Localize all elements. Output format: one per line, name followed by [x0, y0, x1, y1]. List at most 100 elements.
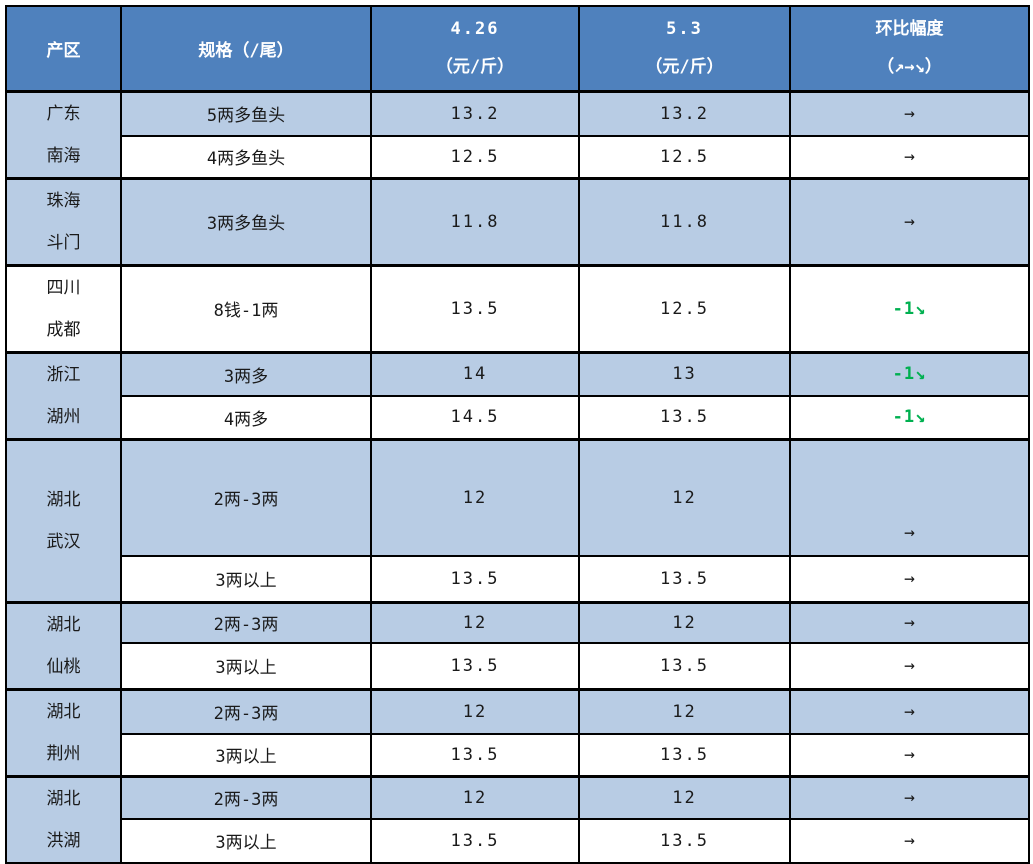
price-426-cell: 11.8 [370, 176, 580, 266]
price-426-cell: 13.5 [370, 642, 580, 690]
price-426-cell: 12 [370, 600, 580, 645]
header-spec: 规格（/尾） [120, 5, 372, 93]
table-row: 3两以上 13.5 13.5 → [6, 817, 1030, 864]
region-line-1: 湖北 [46, 701, 81, 722]
header-region: 产区 [5, 5, 122, 93]
table-row: 湖北 仙桃 2两-3两 12 12 → [5, 600, 1030, 690]
change-cell: → [789, 642, 1030, 690]
region-line-2: 武汉 [46, 531, 81, 552]
region-line-2: 南海 [46, 145, 81, 166]
price-53-cell: 13.5 [578, 394, 791, 440]
price-53-cell: 13.2 [578, 89, 791, 137]
table-body: 广东 南海 5两多鱼头 13.2 13.2 → 4两多鱼头 12.5 12.5 … [5, 89, 1030, 864]
spec-cell: 3两以上 [120, 732, 372, 778]
change-cell: → [789, 176, 1030, 266]
change-cell: → [789, 600, 1030, 645]
price-53-cell: 13.5 [578, 555, 791, 603]
fish-price-table: 产区 规格（/尾） 4.26 （元/斤） 5.3 （元/斤） 环比幅度 （↗→↘… [5, 5, 1030, 864]
price-426-cell: 12.5 [370, 135, 580, 179]
region-line-1: 湖北 [46, 489, 81, 510]
table-row: 浙江 湖州 3两多 14 13 -1↘ [5, 350, 1030, 440]
region-cell: 湖北 仙桃 [5, 600, 122, 690]
table-row: 3两以上 13.5 13.5 → [6, 555, 1030, 603]
header-change-label: 环比幅度 [875, 19, 944, 40]
change-cell: → [789, 135, 1030, 179]
spec-cell: 3两以上 [120, 555, 372, 603]
price-53-cell: 13 [578, 350, 791, 397]
table-header: 产区 规格（/尾） 4.26 （元/斤） 5.3 （元/斤） 环比幅度 （↗→↘… [5, 5, 1030, 93]
price-53-cell: 12 [578, 437, 791, 557]
spec-cell: 4两多鱼头 [120, 135, 372, 179]
region-line-1: 四川 [46, 277, 81, 298]
region-cell: 珠海 斗门 [5, 176, 122, 266]
table-row: 湖北 荆州 2两-3两 12 12 → [5, 687, 1030, 777]
price-426-cell: 14 [370, 350, 580, 397]
price-426-cell: 13.5 [370, 732, 580, 778]
region-line-1: 浙江 [46, 364, 81, 385]
price-53-cell: 12.5 [578, 263, 791, 353]
table-row: 广东 南海 5两多鱼头 13.2 13.2 → [5, 89, 1030, 179]
header-date1-value: 4.26 [450, 19, 500, 40]
change-cell: -1↘ [789, 350, 1030, 397]
price-426-cell: 12 [370, 774, 580, 820]
price-53-cell: 12 [578, 687, 791, 735]
change-cell: → [789, 687, 1030, 735]
table-row: 4两多 14.5 13.5 -1↘ [6, 394, 1030, 440]
change-cell: -1↘ [789, 263, 1030, 353]
price-53-cell: 13.5 [578, 732, 791, 778]
region-cell: 四川 成都 [5, 263, 122, 353]
spec-cell: 5两多鱼头 [120, 89, 372, 137]
change-cell: → [789, 437, 1030, 557]
region-line-2: 湖州 [46, 406, 81, 427]
region-line-1: 广东 [46, 103, 81, 124]
region-line-2: 仙桃 [46, 656, 81, 677]
header-date2-value: 5.3 [666, 19, 703, 40]
region-line-2: 斗门 [46, 232, 81, 253]
spec-cell: 2两-3两 [120, 600, 372, 645]
header-date1: 4.26 （元/斤） [370, 5, 580, 93]
change-cell: → [789, 555, 1030, 603]
spec-cell: 8钱-1两 [120, 263, 372, 353]
price-53-cell: 13.5 [578, 817, 791, 864]
price-426-cell: 13.5 [370, 555, 580, 603]
table-row: 湖北 洪湖 2两-3两 12 12 → [5, 774, 1030, 864]
table-row: 四川 成都 8钱-1两 13.5 12.5 -1↘ [5, 263, 1030, 353]
spec-cell: 2两-3两 [120, 437, 372, 557]
header-date2: 5.3 （元/斤） [578, 5, 791, 93]
region-line-2: 成都 [46, 319, 81, 340]
region-line-1: 湖北 [46, 614, 81, 635]
spec-cell: 4两多 [120, 394, 372, 440]
region-cell: 浙江 湖州 [5, 350, 122, 440]
change-cell: → [789, 817, 1030, 864]
spec-cell: 3两以上 [120, 817, 372, 864]
spec-cell: 2两-3两 [120, 687, 372, 735]
change-cell: → [789, 732, 1030, 778]
change-cell: -1↘ [789, 394, 1030, 440]
header-date2-unit: （元/斤） [645, 57, 724, 78]
region-line-1: 珠海 [46, 190, 81, 211]
price-53-cell: 12.5 [578, 135, 791, 179]
spec-cell: 3两以上 [120, 642, 372, 690]
region-cell: 湖北 荆州 [5, 687, 122, 777]
price-53-cell: 13.5 [578, 642, 791, 690]
header-date1-unit: （元/斤） [435, 57, 515, 78]
region-cell: 湖北 洪湖 [5, 774, 122, 864]
region-line-2: 荆州 [46, 743, 81, 764]
header-change: 环比幅度 （↗→↘） [789, 5, 1030, 93]
price-426-cell: 14.5 [370, 394, 580, 440]
table-row: 珠海 斗门 3两多鱼头 11.8 11.8 → [5, 176, 1030, 266]
table-row: 3两以上 13.5 13.5 → [6, 642, 1030, 690]
price-53-cell: 12 [578, 774, 791, 820]
table-row: 4两多鱼头 12.5 12.5 → [6, 135, 1030, 179]
price-426-cell: 12 [370, 687, 580, 735]
table-row: 3两以上 13.5 13.5 → [6, 732, 1030, 778]
region-line-2: 洪湖 [46, 830, 81, 851]
price-426-cell: 13.5 [370, 817, 580, 864]
price-53-cell: 11.8 [578, 176, 791, 266]
region-line-1: 湖北 [46, 788, 81, 809]
region-cell: 湖北 武汉 [5, 437, 122, 603]
region-cell: 广东 南海 [5, 89, 122, 179]
change-cell: → [789, 89, 1030, 137]
spec-cell: 3两多 [120, 350, 372, 397]
change-cell: → [789, 774, 1030, 820]
